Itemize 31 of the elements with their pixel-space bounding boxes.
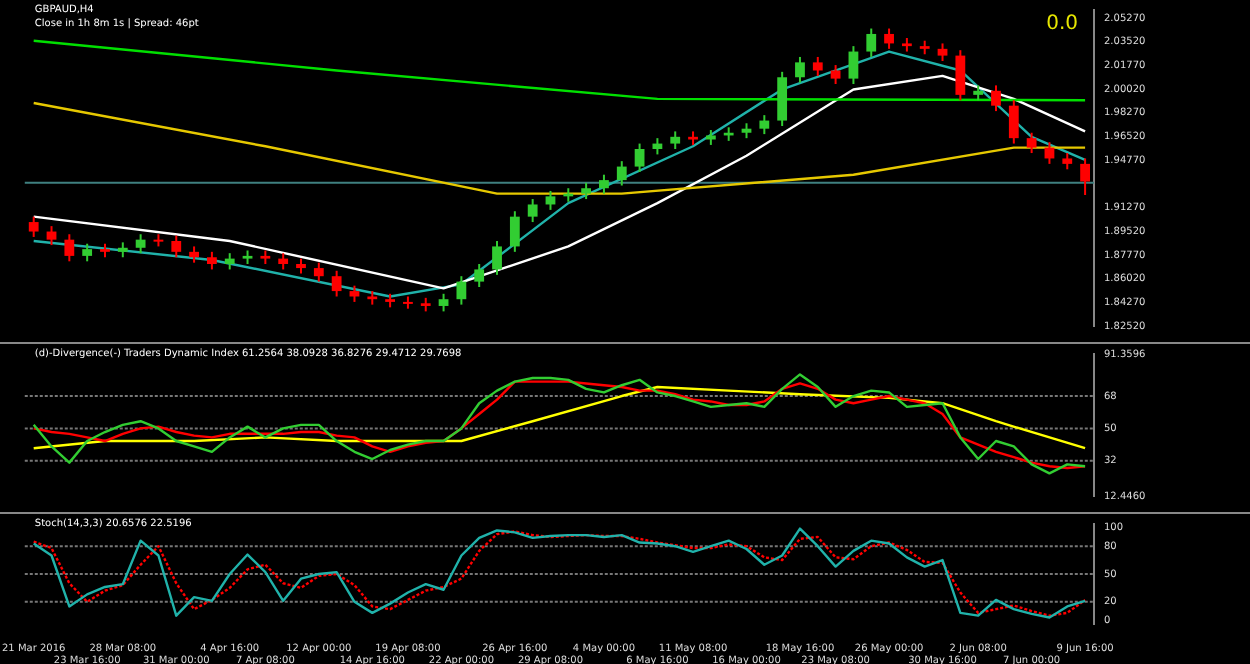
candlestick: [331, 269, 342, 298]
candlestick: [991, 84, 1001, 113]
candlestick: [866, 27, 877, 58]
candlestick: [634, 142, 645, 173]
candlestick: [599, 173, 609, 195]
candlestick: [884, 27, 894, 50]
candlestick: [492, 240, 502, 276]
candlestick: [812, 55, 823, 77]
candlestick: [545, 189, 556, 211]
candlestick: [135, 233, 146, 255]
candlestick: [616, 160, 627, 187]
candlestick: [1008, 99, 1019, 145]
candlestick: [848, 45, 859, 86]
candlestick: [527, 198, 538, 224]
annotation: 0.0: [1046, 13, 1078, 36]
candlestick: [64, 233, 75, 263]
candlestick: [759, 114, 770, 136]
candlestick: [171, 234, 182, 259]
candlestick: [955, 49, 966, 102]
candlestick: [474, 263, 485, 289]
candlestick: [1080, 157, 1090, 196]
candlestick: [509, 210, 520, 253]
candlestick: [46, 225, 57, 247]
candlestick: [403, 295, 413, 310]
candlestick: [28, 215, 39, 238]
candlestick: [830, 64, 841, 86]
candlestick: [313, 261, 324, 283]
candlestick: [456, 275, 467, 306]
candlestick: [1026, 131, 1037, 155]
candlestick: [777, 70, 788, 127]
candlestick: [795, 55, 805, 84]
